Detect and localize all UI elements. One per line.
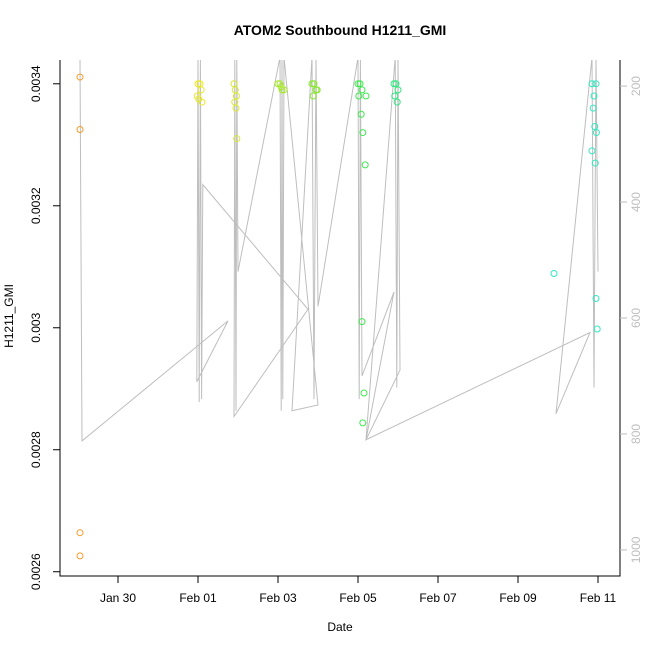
point: [593, 325, 601, 333]
y-tick-label: 0.0034: [29, 65, 43, 102]
point: [310, 80, 318, 88]
point: [76, 126, 84, 134]
x-tick-label: Feb 03: [259, 591, 297, 605]
point: [391, 92, 399, 100]
point: [592, 80, 600, 88]
y-tick-label: 0.0032: [29, 187, 43, 224]
point: [390, 80, 398, 88]
point: [358, 318, 366, 326]
point: [194, 80, 202, 88]
y-axis-label: H1211_GMI: [2, 284, 16, 348]
depth-line: [79, 60, 599, 442]
x-tick-label: Feb 01: [179, 591, 217, 605]
point: [76, 73, 84, 81]
y2-tick-label: 1000: [629, 536, 643, 563]
point: [590, 92, 598, 100]
point: [76, 552, 84, 560]
y-tick-label: 0.0026: [29, 553, 43, 590]
point: [195, 95, 203, 103]
plot-area: [76, 60, 601, 560]
x-tick-label: Feb 07: [419, 591, 457, 605]
point: [394, 86, 402, 94]
point: [233, 135, 241, 143]
point: [589, 104, 597, 112]
point: [393, 98, 401, 106]
point: [76, 529, 84, 537]
x-tick-label: Feb 11: [580, 591, 617, 605]
point: [361, 161, 369, 169]
point: [550, 269, 558, 277]
y2-tick-label: 400: [629, 192, 643, 212]
axis-frame: [59, 60, 621, 577]
point: [592, 294, 600, 302]
point: [359, 419, 367, 427]
point: [362, 92, 370, 100]
x-tick-label: Feb 09: [499, 591, 537, 605]
point: [360, 389, 368, 397]
point: [313, 86, 321, 94]
point: [591, 159, 599, 167]
point: [277, 83, 285, 91]
point: [357, 110, 365, 118]
point: [309, 92, 317, 100]
point: [197, 86, 205, 94]
x-tick-label: Feb 05: [339, 591, 377, 605]
y2-tick-label: 800: [629, 424, 643, 444]
point: [359, 129, 367, 137]
point: [592, 129, 600, 137]
y-tick-label: 0.0028: [29, 431, 43, 468]
y2-tick-label: 600: [629, 308, 643, 328]
y2-tick-label: 200: [629, 76, 643, 96]
point: [276, 80, 284, 88]
point: [354, 80, 362, 88]
point: [278, 86, 286, 94]
x-axis-label: Date: [327, 620, 353, 634]
point: [232, 104, 240, 112]
point: [355, 92, 363, 100]
point: [392, 80, 400, 88]
point: [588, 147, 596, 155]
point: [230, 80, 238, 88]
y-tick-label: 0.003: [29, 312, 43, 342]
point: [358, 86, 366, 94]
point: [356, 80, 364, 88]
x-tick-label: Jan 30: [100, 591, 136, 605]
point: [308, 80, 316, 88]
point: [588, 80, 596, 88]
chart-title: ATOM2 Southbound H1211_GMI: [234, 22, 447, 38]
